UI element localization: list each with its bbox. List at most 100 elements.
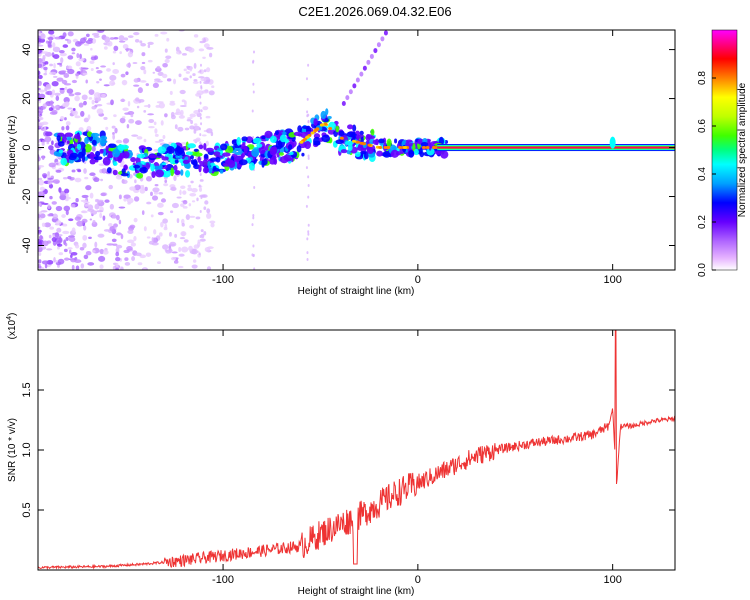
noise-blob <box>111 238 117 243</box>
noise-blob <box>48 30 55 35</box>
snr-series <box>38 330 675 570</box>
noise-blob <box>47 204 51 209</box>
streak-dot <box>307 195 310 199</box>
noise-blob <box>59 52 67 57</box>
ridge-blob <box>376 150 383 157</box>
noise-blob <box>126 63 132 68</box>
ridge-blob <box>68 155 77 161</box>
noise-blob <box>39 186 45 191</box>
noise-blob <box>181 99 186 103</box>
noise-blob <box>57 258 65 265</box>
noise-blob <box>145 176 153 182</box>
noise-blob <box>51 89 56 96</box>
noise-blob <box>200 77 207 82</box>
noise-blob <box>45 131 53 137</box>
noise-blob <box>153 121 157 126</box>
ridge-blob <box>408 150 415 158</box>
noise-blob <box>192 259 197 263</box>
noise-blob <box>70 251 78 256</box>
noise-blob <box>48 145 54 151</box>
noise-blob <box>170 256 177 261</box>
ridge-blob <box>62 134 67 143</box>
noise-blob <box>177 265 184 269</box>
noise-blob <box>58 49 65 54</box>
noise-blob <box>130 242 137 247</box>
noise-blob <box>206 266 212 270</box>
spectrogram-xlabel: Height of straight line (km) <box>298 286 415 297</box>
x-tick-label: 100 <box>603 574 621 586</box>
noise-blob <box>38 139 41 143</box>
streak-dot <box>306 258 309 262</box>
noise-blob <box>120 266 124 270</box>
noise-blob <box>97 233 105 238</box>
noise-blob <box>135 97 140 102</box>
ridge-blob <box>87 131 93 138</box>
noise-blob <box>92 219 96 225</box>
noise-blob <box>51 201 57 205</box>
noise-blob <box>174 233 178 238</box>
noise-blob <box>75 198 79 203</box>
noise-blob <box>195 216 201 220</box>
ridge-blob <box>347 124 354 130</box>
noise-blob <box>181 246 189 253</box>
ridge-blob <box>60 157 68 166</box>
noise-blob <box>200 233 205 239</box>
ridge-blob <box>121 168 126 174</box>
noise-blob <box>38 44 44 47</box>
streak-dot <box>199 116 202 120</box>
streak-dot <box>199 69 202 73</box>
diagonal-blob <box>373 48 378 54</box>
ridge-blob <box>313 140 321 146</box>
noise-blob <box>198 108 201 113</box>
noise-blob <box>151 237 155 242</box>
carrier-glitch <box>609 136 616 149</box>
noise-blob <box>127 229 134 235</box>
noise-blob <box>38 89 45 93</box>
noise-blob <box>162 218 168 224</box>
noise-blob <box>146 201 152 205</box>
ridge-blob <box>56 135 61 142</box>
noise-blob <box>112 62 115 66</box>
noise-blob <box>71 47 76 52</box>
noise-blob <box>177 126 184 132</box>
noise-blob <box>49 195 53 200</box>
noise-blob <box>189 215 196 218</box>
noise-blob <box>71 265 75 270</box>
noise-blob <box>182 77 189 81</box>
noise-blob <box>91 145 96 152</box>
noise-blob <box>145 252 152 257</box>
noise-blob <box>79 53 82 59</box>
noise-blob <box>203 43 210 49</box>
noise-blob <box>190 120 193 125</box>
noise-blob <box>123 138 130 144</box>
noise-blob <box>182 190 187 195</box>
noise-blob <box>93 92 101 99</box>
noise-blob <box>153 229 157 235</box>
noise-blob <box>67 55 74 60</box>
noise-blob <box>188 245 193 252</box>
ridge-blob <box>89 158 96 165</box>
noise-blob <box>51 140 54 146</box>
ridge-blob <box>296 145 302 153</box>
noise-blob <box>162 134 166 140</box>
noise-blob <box>205 140 209 147</box>
noise-blob <box>128 118 135 124</box>
noise-blob <box>124 257 129 262</box>
ridge-blob <box>150 163 155 172</box>
noise-blob <box>138 98 145 103</box>
noise-blob <box>64 101 70 107</box>
noise-blob <box>88 96 93 100</box>
ridge-blob <box>57 141 65 147</box>
ridge-blob <box>99 138 106 147</box>
noise-blob <box>41 240 49 247</box>
noise-blob <box>155 104 161 108</box>
noise-blob <box>204 200 209 205</box>
streak-dot <box>199 141 202 145</box>
noise-blob <box>46 248 53 251</box>
ridge-blob <box>198 164 202 173</box>
ridge-blob <box>112 148 121 158</box>
noise-blob <box>181 218 185 225</box>
noise-blob <box>76 52 80 59</box>
noise-blob <box>170 186 177 192</box>
noise-blob <box>120 98 126 102</box>
